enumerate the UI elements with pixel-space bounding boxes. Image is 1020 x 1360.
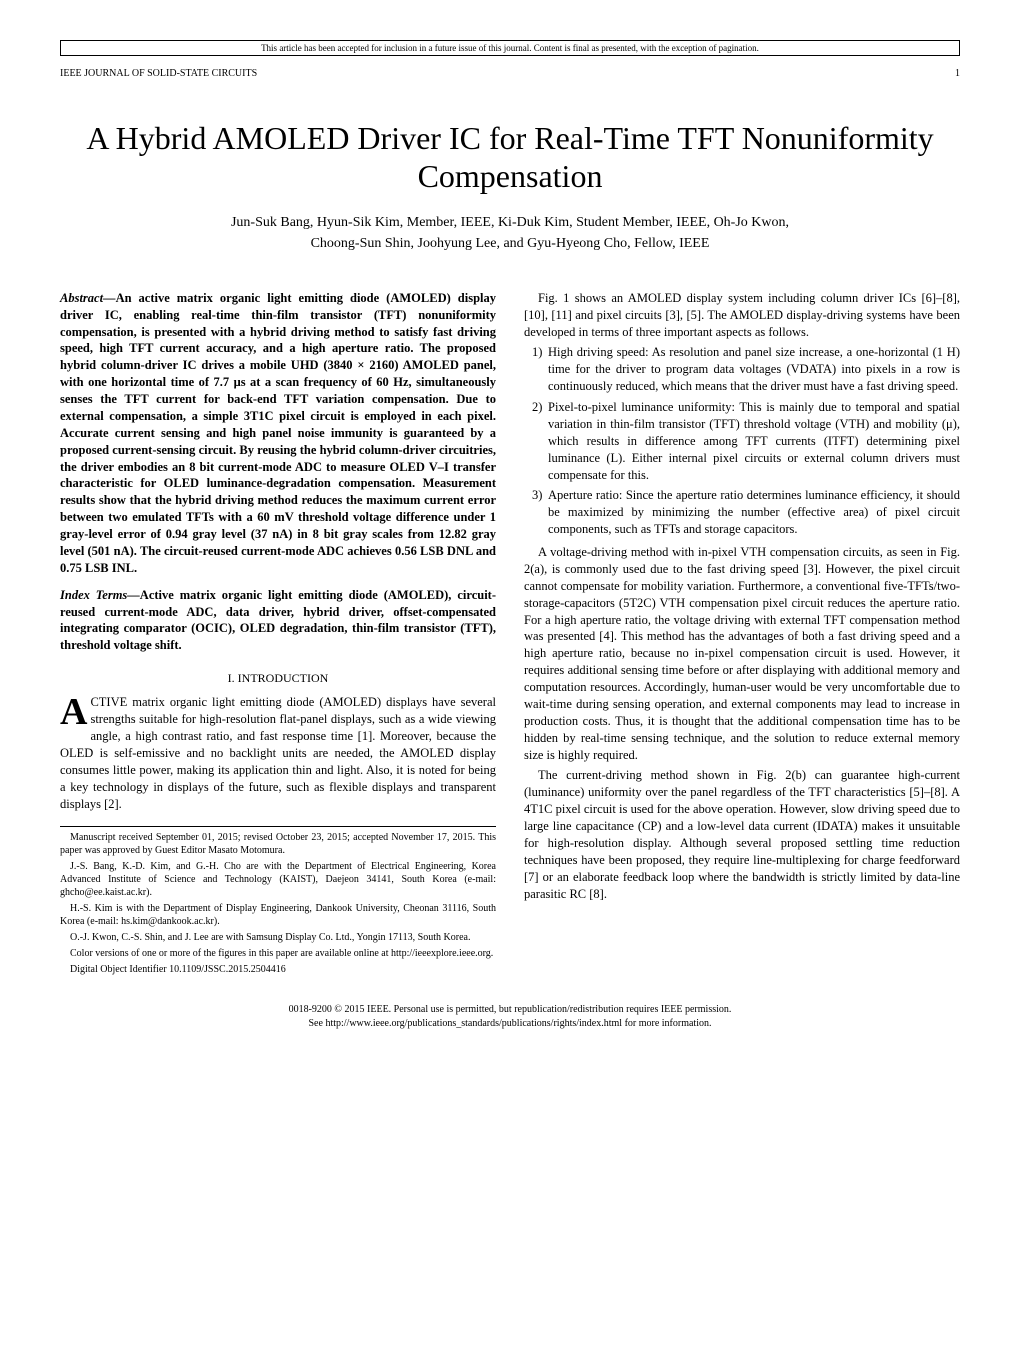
authors-block: Jun-Suk Bang, Hyun-Sik Kim, Member, IEEE… — [60, 212, 960, 254]
list-body-2: Pixel-to-pixel luminance uniformity: Thi… — [548, 399, 960, 483]
copyright-line-1: 0018-9200 © 2015 IEEE. Personal use is p… — [60, 1003, 960, 1017]
list-number-1: 1) — [524, 344, 548, 395]
footnote-affiliation-3: O.-J. Kwon, C.-S. Shin, and J. Lee are w… — [60, 931, 496, 944]
right-paragraph-3: The current-driving method shown in Fig.… — [524, 767, 960, 902]
dropcap: A — [60, 694, 90, 728]
right-paragraph-2: A voltage-driving method with in-pixel V… — [524, 544, 960, 763]
abstract-block: Abstract—An active matrix organic light … — [60, 290, 496, 577]
list-item-2: 2) Pixel-to-pixel luminance uniformity: … — [524, 399, 960, 483]
acceptance-notice: This article has been accepted for inclu… — [60, 40, 960, 56]
paper-title: A Hybrid AMOLED Driver IC for Real-Time … — [60, 119, 960, 196]
footnotes-block: Manuscript received September 01, 2015; … — [60, 826, 496, 976]
left-column: Abstract—An active matrix organic light … — [60, 290, 496, 980]
footnote-color-versions: Color versions of one or more of the fig… — [60, 947, 496, 960]
footnote-doi: Digital Object Identifier 10.1109/JSSC.2… — [60, 963, 496, 976]
list-body-3: Aperture ratio: Since the aperture ratio… — [548, 487, 960, 538]
abstract-text: An active matrix organic light emitting … — [60, 291, 496, 575]
index-terms-block: Index Terms—Active matrix organic light … — [60, 587, 496, 655]
list-item-3: 3) Aperture ratio: Since the aperture ra… — [524, 487, 960, 538]
footnote-affiliation-1: J.-S. Bang, K.-D. Kim, and G.-H. Cho are… — [60, 860, 496, 899]
list-body-1: High driving speed: As resolution and pa… — [548, 344, 960, 395]
journal-name: IEEE JOURNAL OF SOLID-STATE CIRCUITS — [60, 68, 257, 79]
page-number: 1 — [955, 68, 960, 79]
authors-line-1: Jun-Suk Bang, Hyun-Sik Kim, Member, IEEE… — [60, 212, 960, 233]
copyright-block: 0018-9200 © 2015 IEEE. Personal use is p… — [60, 1003, 960, 1031]
list-number-3: 3) — [524, 487, 548, 538]
list-number-2: 2) — [524, 399, 548, 483]
page-container: This article has been accepted for inclu… — [0, 0, 1020, 1071]
abstract-label: Abstract— — [60, 291, 116, 305]
list-item-1: 1) High driving speed: As resolution and… — [524, 344, 960, 395]
two-column-layout: Abstract—An active matrix organic light … — [60, 290, 960, 980]
intro-paragraph-1: ACTIVE matrix organic light emitting dio… — [60, 694, 496, 812]
index-terms-label: Index Terms— — [60, 588, 140, 602]
intro-text-1: CTIVE matrix organic light emitting diod… — [60, 695, 496, 810]
right-paragraph-1: Fig. 1 shows an AMOLED display system in… — [524, 290, 960, 341]
journal-header: IEEE JOURNAL OF SOLID-STATE CIRCUITS 1 — [60, 68, 960, 79]
copyright-line-2: See http://www.ieee.org/publications_sta… — [60, 1017, 960, 1031]
footnote-affiliation-2: H.-S. Kim is with the Department of Disp… — [60, 902, 496, 928]
footnote-manuscript: Manuscript received September 01, 2015; … — [60, 831, 496, 857]
right-column: Fig. 1 shows an AMOLED display system in… — [524, 290, 960, 980]
section-1-heading: I. INTRODUCTION — [60, 670, 496, 686]
authors-line-2: Choong-Sun Shin, Joohyung Lee, and Gyu-H… — [60, 233, 960, 254]
